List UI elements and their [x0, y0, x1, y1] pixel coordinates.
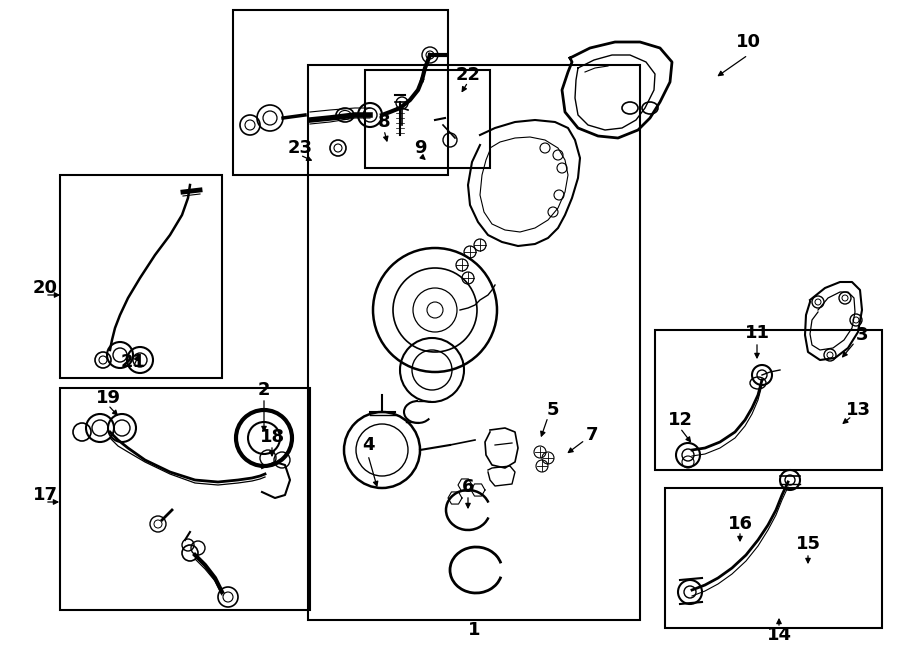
Text: 10: 10	[735, 33, 760, 51]
Bar	[60, 388, 310, 610]
Text: 7: 7	[586, 426, 598, 444]
Text: 22: 22	[455, 66, 481, 84]
Text: 5: 5	[547, 401, 559, 419]
Text: 12: 12	[668, 411, 692, 429]
Text: 17: 17	[32, 486, 58, 504]
Text: 23: 23	[287, 139, 312, 157]
Text: 19: 19	[95, 389, 121, 407]
Text: 13: 13	[845, 401, 870, 419]
Text: 16: 16	[727, 515, 752, 533]
Text: 14: 14	[767, 626, 791, 644]
Text: 15: 15	[796, 535, 821, 553]
Bar	[60, 175, 222, 378]
Bar	[655, 330, 882, 470]
Text: 6: 6	[462, 478, 474, 496]
Bar	[365, 70, 490, 168]
Text: 4: 4	[362, 436, 374, 454]
Text: 18: 18	[259, 428, 284, 446]
Text: 8: 8	[378, 113, 391, 131]
Bar	[665, 488, 882, 628]
Bar	[233, 10, 448, 175]
Text: 21: 21	[121, 353, 146, 371]
Text: 1: 1	[468, 621, 481, 639]
Text: 2: 2	[257, 381, 270, 399]
Text: 9: 9	[414, 139, 427, 157]
Text: 3: 3	[856, 326, 868, 344]
Text: 11: 11	[744, 324, 770, 342]
Bar	[308, 65, 640, 620]
Text: 20: 20	[32, 279, 58, 297]
